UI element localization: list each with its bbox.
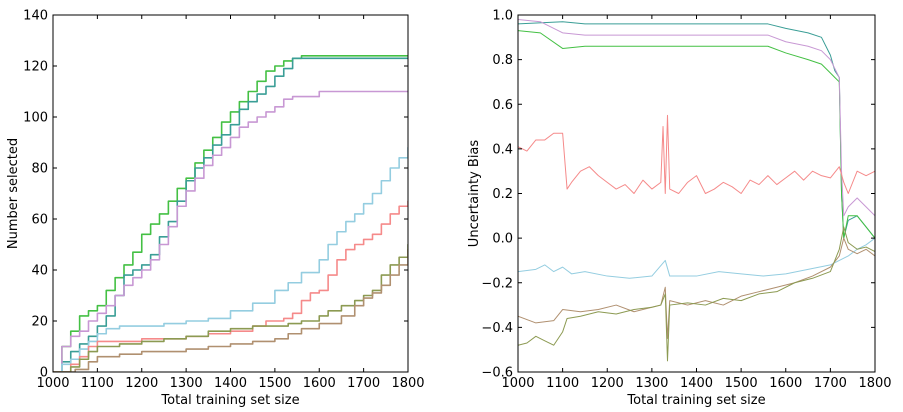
series-light-blue-line	[53, 146, 408, 372]
x-tick-label: 1800	[858, 376, 891, 391]
x-tick-label: 1700	[814, 376, 847, 391]
plot-frame	[517, 14, 876, 373]
series-purple-line	[518, 18, 875, 217]
y-tick-label: 100	[23, 111, 48, 126]
series-teal-line	[518, 21, 875, 239]
y-tick-label: 120	[23, 60, 48, 75]
y-tick-label: 0.2	[492, 187, 513, 202]
x-tick-label: 1300	[170, 376, 203, 391]
x-tick-label: 1100	[546, 376, 579, 391]
series-olive-line	[53, 243, 408, 372]
x-tick-label: 1800	[391, 376, 424, 391]
y-tick-label: 60	[31, 213, 48, 228]
series-tan-line	[518, 237, 875, 340]
x-tick-label: 1200	[591, 376, 624, 391]
y-tick-label: 0.4	[492, 142, 513, 157]
y-tick-label: 80	[31, 162, 48, 177]
series-tan-line	[53, 248, 408, 372]
y-tick-label: 0.6	[492, 98, 513, 113]
x-tick-label: 1600	[303, 376, 336, 391]
y-tick-label: −0.6	[481, 366, 513, 381]
y-tick-label: −0.2	[481, 276, 513, 291]
y-tick-label: 0	[40, 366, 48, 381]
x-tick-label: 1100	[81, 376, 114, 391]
y-tick-label: 40	[31, 264, 48, 279]
series-group	[518, 18, 875, 362]
series-salmon-line	[518, 114, 875, 194]
x-tick-label: 1400	[680, 376, 713, 391]
x-tick-label: 1600	[769, 376, 802, 391]
left-chart: 1000 1100 1200 1300 1400 1500 1600 1700 1800 0 20 4…	[6, 9, 425, 409]
x-axis-label: Total training set size	[160, 393, 299, 408]
y-tick-label: 0.8	[492, 53, 513, 68]
x-tick-label: 1200	[125, 376, 158, 391]
x-tick-label: 1700	[347, 376, 380, 391]
series-salmon-line	[53, 200, 408, 372]
y-axis-label: Number selected	[6, 138, 21, 249]
x-tick-label: 1000	[36, 376, 69, 391]
x-tick-label: 1000	[501, 376, 534, 391]
x-tick-label: 1500	[258, 376, 291, 391]
y-tick-label: 1.0	[492, 9, 513, 24]
series-green-line	[518, 30, 875, 239]
series-purple-line	[53, 90, 408, 372]
series-light-blue-line	[518, 237, 875, 279]
series-olive-line	[518, 226, 875, 362]
x-tick-label: 1300	[635, 376, 668, 391]
y-tick-label: −0.4	[481, 321, 513, 336]
y-tick-label: 0.0	[492, 232, 513, 247]
right-chart: 1000 1100 1200 1300 1400 1500 1600 1700 1800 −0.6…	[467, 9, 892, 409]
y-tick-label: 140	[23, 9, 48, 24]
x-tick-label: 1400	[214, 376, 247, 391]
y-tick-label: 20	[31, 315, 48, 330]
series-teal-line	[53, 57, 408, 372]
y-axis-label: Uncertainty Bias	[467, 140, 482, 248]
x-tick-label: 1500	[725, 376, 758, 391]
series-group	[53, 55, 408, 372]
x-axis-label: Total training set size	[626, 393, 765, 408]
